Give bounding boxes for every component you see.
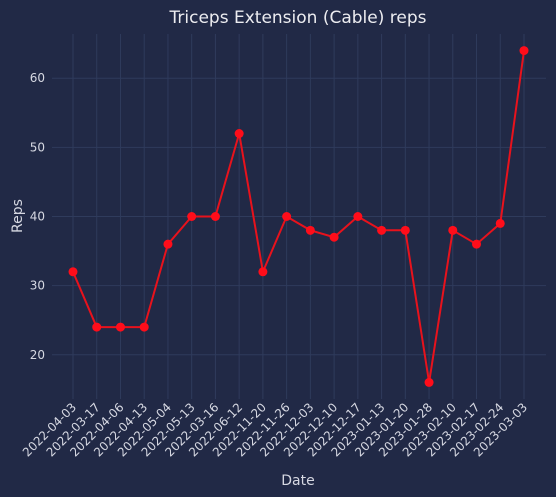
x-tick-labels: 2022-04-032022-03-172022-04-062022-04-13… xyxy=(20,400,530,459)
data-point xyxy=(139,322,149,332)
data-point xyxy=(448,225,458,235)
data-point xyxy=(305,225,315,235)
x-axis-label: Date xyxy=(281,473,314,489)
data-point xyxy=(329,232,339,242)
data-point xyxy=(187,212,197,221)
series-group xyxy=(68,46,529,387)
data-point xyxy=(258,267,268,277)
data-point xyxy=(115,322,125,332)
data-point xyxy=(210,212,220,221)
y-tick-labels: 20 30 40 50 60 xyxy=(30,71,45,362)
y-tick-label: 30 xyxy=(30,279,45,293)
y-tick-label: 60 xyxy=(30,71,45,85)
data-point xyxy=(400,225,410,235)
data-point xyxy=(472,239,482,249)
y-tick-label: 40 xyxy=(30,210,45,224)
data-point xyxy=(68,267,78,277)
data-point xyxy=(424,377,434,387)
data-point xyxy=(377,225,387,235)
y-axis-label: Reps xyxy=(10,199,26,233)
data-point xyxy=(234,129,244,139)
data-point xyxy=(495,218,505,228)
y-tick-label: 50 xyxy=(30,140,45,154)
data-point xyxy=(353,212,363,221)
y-tick-label: 20 xyxy=(30,348,45,362)
data-point xyxy=(92,322,102,332)
series-line xyxy=(72,50,525,383)
chart-title: Triceps Extension (Cable) reps xyxy=(169,8,427,28)
data-point xyxy=(282,212,292,221)
data-point xyxy=(519,46,529,56)
data-point xyxy=(163,239,173,249)
